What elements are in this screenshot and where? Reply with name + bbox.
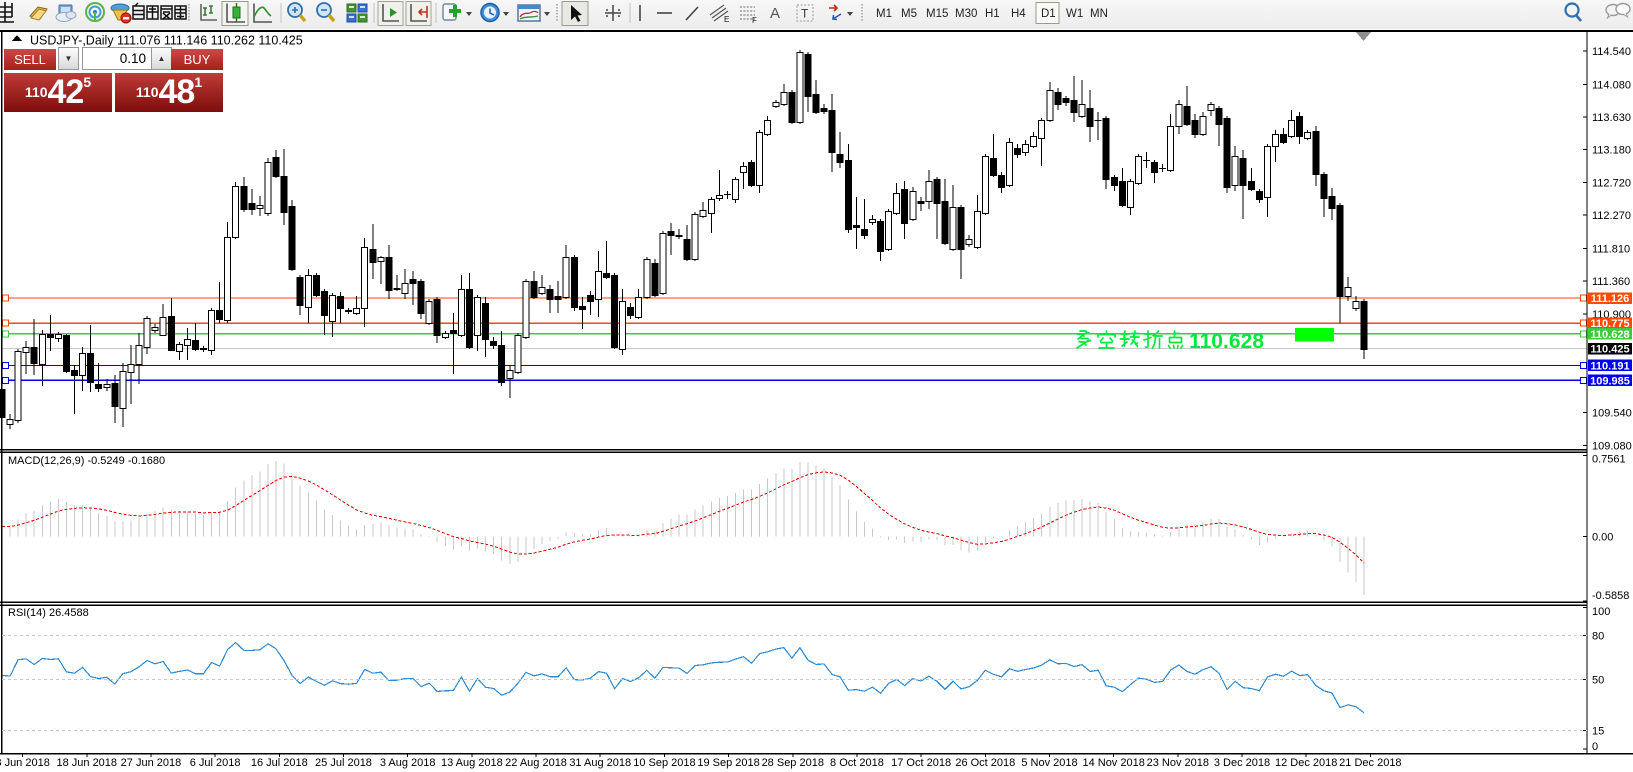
- svg-text:110.628: 110.628: [1189, 330, 1264, 353]
- svg-text:H1: H1: [985, 8, 1000, 20]
- svg-text:10 Sep 2018: 10 Sep 2018: [633, 757, 695, 769]
- svg-text:110.775: 110.775: [1590, 318, 1629, 330]
- svg-text:28 Sep 2018: 28 Sep 2018: [762, 757, 824, 769]
- svg-text:F: F: [752, 16, 757, 25]
- svg-text:8 Oct 2018: 8 Oct 2018: [830, 757, 884, 769]
- svg-text:0: 0: [1592, 741, 1598, 753]
- svg-text:T: T: [801, 7, 809, 21]
- svg-text:0.7561: 0.7561: [1592, 454, 1626, 466]
- svg-text:5 Nov 2018: 5 Nov 2018: [1021, 757, 1077, 769]
- svg-text:-0.5858: -0.5858: [1592, 590, 1629, 602]
- svg-text:3 Dec 2018: 3 Dec 2018: [1214, 757, 1270, 769]
- svg-text:D1: D1: [1041, 8, 1056, 20]
- svg-text:110.628: 110.628: [1590, 329, 1629, 341]
- svg-text:17 Oct 2018: 17 Oct 2018: [891, 757, 951, 769]
- svg-text:23 Nov 2018: 23 Nov 2018: [1147, 757, 1209, 769]
- svg-text:M30: M30: [955, 8, 977, 20]
- svg-text:6 Jul 2018: 6 Jul 2018: [190, 757, 241, 769]
- svg-text:M5: M5: [901, 8, 917, 20]
- svg-text:16 Jul 2018: 16 Jul 2018: [251, 757, 308, 769]
- svg-text:80: 80: [1592, 631, 1604, 643]
- svg-text:12 Dec 2018: 12 Dec 2018: [1275, 757, 1337, 769]
- svg-text:114.540: 114.540: [1592, 46, 1631, 58]
- svg-text:A: A: [770, 5, 780, 22]
- svg-text:3 Aug 2018: 3 Aug 2018: [380, 757, 436, 769]
- svg-text:27 Jun 2018: 27 Jun 2018: [121, 757, 182, 769]
- svg-text:110.191: 110.191: [1590, 360, 1629, 372]
- svg-text:50: 50: [1592, 674, 1604, 686]
- svg-text:109.080: 109.080: [1592, 441, 1632, 453]
- svg-text:109.540: 109.540: [1592, 407, 1632, 419]
- svg-text:15: 15: [1592, 725, 1604, 737]
- svg-text:112.270: 112.270: [1592, 210, 1631, 222]
- svg-text:109.985: 109.985: [1590, 375, 1630, 387]
- svg-text:114.080: 114.080: [1592, 79, 1631, 91]
- svg-text:W1: W1: [1066, 8, 1083, 20]
- svg-text:112.720: 112.720: [1592, 178, 1631, 190]
- svg-text:M1: M1: [876, 8, 892, 20]
- svg-text:26 Oct 2018: 26 Oct 2018: [955, 757, 1015, 769]
- svg-text:MN: MN: [1090, 8, 1108, 20]
- svg-text:0.00: 0.00: [1592, 532, 1613, 544]
- svg-text:25 Jul 2018: 25 Jul 2018: [315, 757, 372, 769]
- svg-text:8 Jun 2018: 8 Jun 2018: [0, 757, 50, 769]
- svg-text:USDJPY-,Daily 111.076 111.146: USDJPY-,Daily 111.076 111.146 110.262 11…: [30, 34, 303, 48]
- svg-text:111.810: 111.810: [1592, 243, 1630, 255]
- svg-text:19 Sep 2018: 19 Sep 2018: [697, 757, 759, 769]
- svg-text:111.360: 111.360: [1592, 276, 1630, 288]
- svg-text:100: 100: [1592, 606, 1610, 618]
- svg-text:113.180: 113.180: [1592, 144, 1631, 156]
- svg-text:22 Aug 2018: 22 Aug 2018: [505, 757, 567, 769]
- svg-text:14 Nov 2018: 14 Nov 2018: [1082, 757, 1144, 769]
- svg-text:H4: H4: [1011, 8, 1026, 20]
- svg-text:E: E: [724, 15, 729, 24]
- svg-text:31 Aug 2018: 31 Aug 2018: [569, 757, 631, 769]
- svg-text:111.126: 111.126: [1591, 293, 1630, 305]
- svg-text:13 Aug 2018: 13 Aug 2018: [441, 757, 503, 769]
- svg-text:110.425: 110.425: [1590, 344, 1629, 356]
- svg-text:M15: M15: [926, 8, 948, 20]
- svg-text:21 Dec 2018: 21 Dec 2018: [1339, 757, 1401, 769]
- svg-text:113.630: 113.630: [1592, 112, 1631, 124]
- svg-text:18 Jun 2018: 18 Jun 2018: [56, 757, 117, 769]
